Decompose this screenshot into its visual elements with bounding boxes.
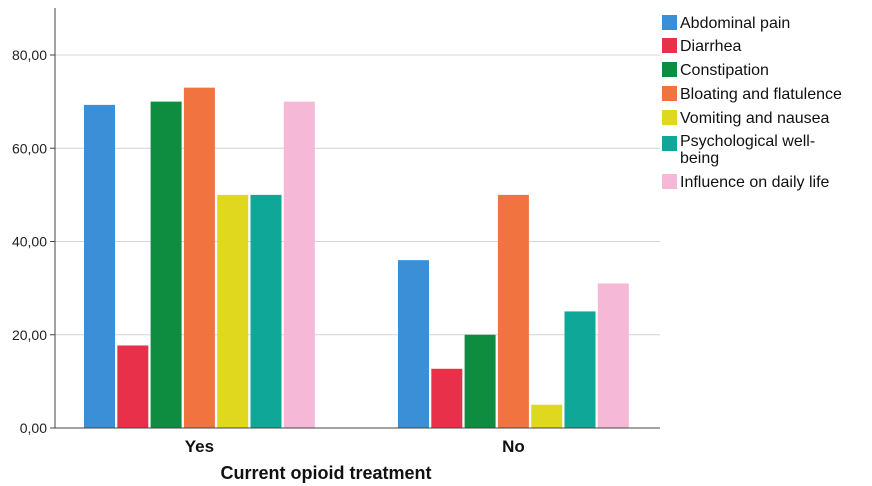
legend-label: Influence on daily life	[680, 174, 830, 191]
bar-yes-bloating-and-flatulence	[183, 87, 215, 428]
legend-label: Abdominal pain	[680, 15, 790, 32]
legend-swatch	[662, 110, 677, 125]
bar-no-abdominal-pain	[398, 260, 429, 428]
y-tick-labels: 0,00 20,00 40,00 60,00 80,00	[12, 47, 47, 436]
y-tick-label: 40,00	[12, 234, 47, 250]
bar-yes-vomiting-and-nausea	[217, 194, 249, 428]
legend-swatch	[662, 136, 677, 151]
legend-swatch	[662, 62, 677, 77]
y-tick-label: 60,00	[12, 140, 47, 156]
legend-label: Vomiting and nausea	[680, 110, 830, 127]
bar-yes-diarrhea	[117, 345, 149, 428]
legend-swatch	[662, 86, 677, 101]
legend-label: Psychological well-being	[680, 133, 815, 167]
bar-yes-influence-on-daily-life	[283, 101, 315, 428]
legend: Abdominal pain Diarrhea Constipation Bloati…	[662, 15, 842, 191]
bars	[84, 87, 629, 429]
bar-yes-psychological-well-being	[250, 194, 282, 428]
y-tick-label: 0,00	[20, 420, 47, 436]
y-tick-label: 80,00	[12, 47, 47, 63]
legend-swatch	[662, 38, 677, 53]
x-axis-title: Current opioid treatment	[220, 463, 431, 483]
bar-no-vomiting-and-nausea	[531, 404, 563, 428]
axes	[50, 8, 660, 429]
legend-label: Constipation	[680, 62, 769, 79]
bar-no-influence-on-daily-life	[597, 283, 629, 428]
bar-no-diarrhea	[431, 368, 463, 428]
legend-label: Bloating and flatulence	[680, 86, 842, 103]
x-category-label: Yes	[185, 437, 214, 456]
x-category-label: No	[502, 437, 525, 456]
y-tick-label: 20,00	[12, 327, 47, 343]
bar-no-bloating-and-flatulence	[497, 194, 529, 428]
legend-swatch	[662, 15, 677, 30]
legend-label: Diarrhea	[680, 38, 741, 55]
bar-no-constipation	[464, 334, 496, 428]
bar-no-psychological-well-being	[564, 311, 596, 428]
category-labels: Yes No	[185, 437, 525, 456]
bar-yes-constipation	[150, 101, 182, 428]
legend-swatch	[662, 174, 677, 189]
bar-yes-abdominal-pain	[84, 104, 115, 429]
